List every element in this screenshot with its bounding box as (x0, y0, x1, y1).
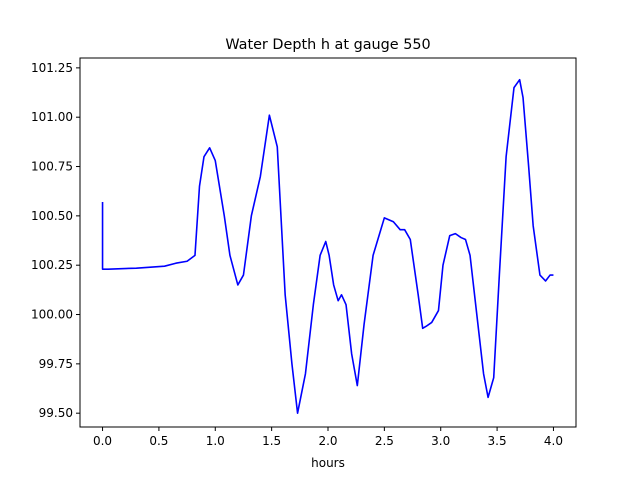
x-axis-label: hours (311, 456, 345, 470)
x-axis: 0.0 0.5 1.0 1.5 2.0 2.5 3.0 3.5 4.0 (93, 427, 563, 448)
x-tick-label: 2.0 (318, 434, 337, 448)
plot-area (101, 78, 554, 414)
x-tick-label: 4.0 (544, 434, 563, 448)
chart-title: Water Depth h at gauge 550 (225, 37, 430, 53)
x-tick-label: 3.5 (488, 434, 507, 448)
y-tick-label: 101.00 (31, 110, 73, 124)
y-tick-label: 99.50 (39, 406, 73, 420)
y-tick-label: 100.00 (31, 308, 73, 322)
x-tick-label: 0.5 (149, 434, 168, 448)
y-tick-label: 100.25 (31, 258, 73, 272)
x-tick-label: 0.0 (93, 434, 112, 448)
series-line-0 (101, 78, 554, 414)
y-axis: 99.50 99.75 100.00 100.25 100.50 100.75 101.00… (31, 61, 80, 420)
y-tick-label: 99.75 (39, 357, 73, 371)
x-tick-label: 2.5 (375, 434, 394, 448)
y-tick-label: 100.75 (31, 160, 73, 174)
y-tick-label: 100.50 (31, 209, 73, 223)
x-tick-label: 3.0 (431, 434, 450, 448)
y-tick-label: 101.25 (31, 61, 73, 75)
x-tick-label: 1.5 (262, 434, 281, 448)
x-tick-label: 1.0 (206, 434, 225, 448)
